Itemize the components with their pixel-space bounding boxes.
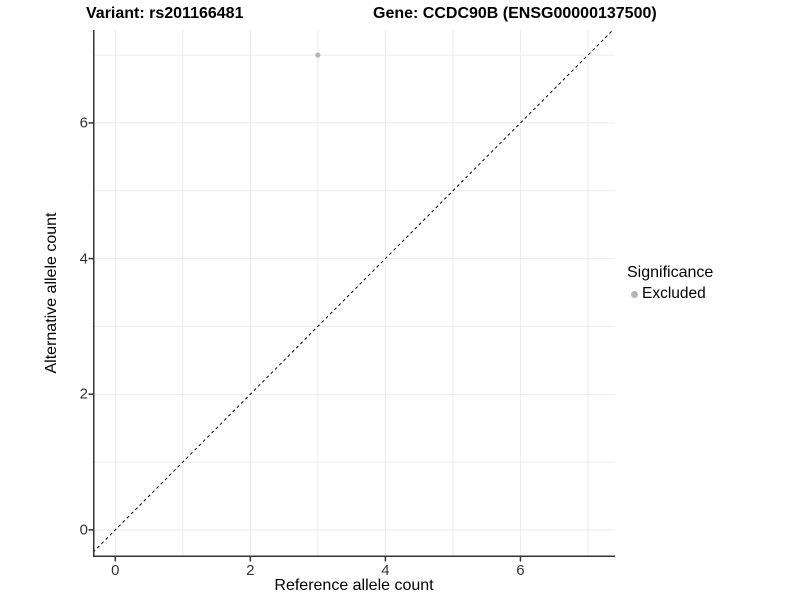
identity-line xyxy=(92,29,614,553)
y-tick-label: 2 xyxy=(79,385,88,403)
legend-title: Significance xyxy=(627,264,714,281)
y-axis-title: Alternative allele count xyxy=(43,212,60,374)
legend-point-icon xyxy=(627,287,641,301)
y-tick-label: 6 xyxy=(79,114,88,132)
variant-title: Variant: rs201166481 xyxy=(86,5,244,22)
scatter-plot xyxy=(88,29,615,562)
y-tick-label: 4 xyxy=(79,250,88,268)
x-tick-label: 4 xyxy=(381,562,390,579)
legend-item-excluded: Excluded xyxy=(627,285,713,303)
data-point xyxy=(315,52,321,58)
legend-item-label: Excluded xyxy=(642,285,706,302)
x-axis-title: Reference allele count xyxy=(274,577,434,594)
x-tick-label: 2 xyxy=(246,562,255,579)
plot-panel xyxy=(88,29,615,562)
gene-title: Gene: CCDC90B (ENSG00000137500) xyxy=(373,5,657,22)
x-tick-label: 6 xyxy=(516,562,525,579)
x-tick-label: 0 xyxy=(111,562,120,579)
y-tick-label: 0 xyxy=(79,521,88,539)
legend: Significance Excluded xyxy=(627,264,713,303)
